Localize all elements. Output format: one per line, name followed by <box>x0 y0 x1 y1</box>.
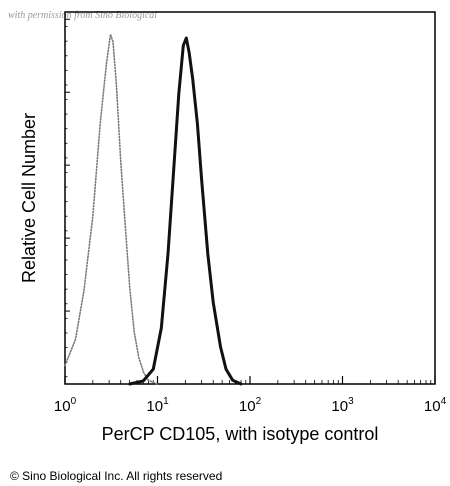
x-tick-base: 10 <box>146 398 163 415</box>
y-axis-ticks <box>65 18 70 378</box>
y-axis-label: Relative Cell Number <box>19 113 39 283</box>
copyright-text: © Sino Biological Inc. All rights reserv… <box>10 469 222 483</box>
cd105-stained-curve <box>128 36 243 386</box>
x-tick-base: 10 <box>239 398 256 415</box>
x-tick-label: 101 <box>146 396 169 415</box>
x-tick-base: 10 <box>54 398 71 415</box>
x-tick-label: 104 <box>424 396 447 415</box>
x-axis-tick-labels: 100 101 102 103 104 <box>54 396 447 415</box>
watermark-text: with permission from Sino Biological <box>8 10 157 21</box>
isotype-control-curve <box>64 33 159 385</box>
x-tick-base: 10 <box>331 398 348 415</box>
x-axis-ticks <box>64 376 436 384</box>
x-tick-label: 103 <box>331 396 354 415</box>
x-tick-exponent: 0 <box>71 396 77 407</box>
x-tick-exponent: 3 <box>348 396 354 407</box>
x-tick-exponent: 2 <box>256 396 262 407</box>
x-tick-exponent: 1 <box>163 396 169 407</box>
x-tick-label: 102 <box>239 396 262 415</box>
x-tick-base: 10 <box>424 398 441 415</box>
x-tick-label: 100 <box>54 396 77 415</box>
series-layer <box>64 33 243 386</box>
x-axis-label: PerCP CD105, with isotype control <box>102 424 379 444</box>
x-tick-exponent: 4 <box>441 396 447 407</box>
plot-frame <box>64 11 436 385</box>
